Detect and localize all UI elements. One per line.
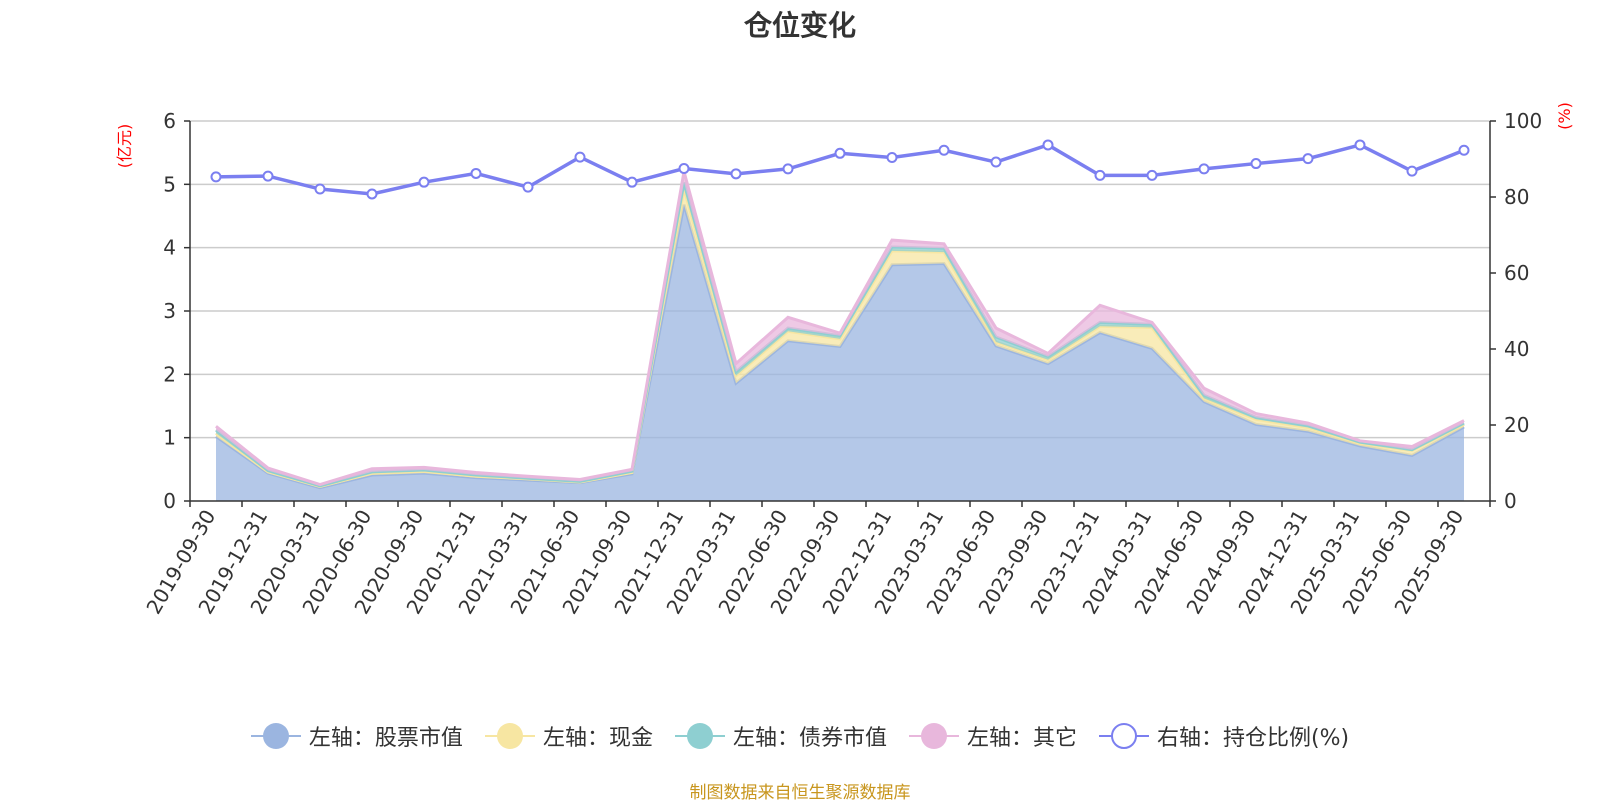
left-axis-tick-label: 6 <box>163 109 176 133</box>
ratio-point <box>522 181 534 193</box>
chart-plot: 01234560204060801002019-09-302019-12-312… <box>115 102 1574 618</box>
left-axis-tick-label: 1 <box>163 426 176 450</box>
left-axis-tick-label: 0 <box>163 489 176 513</box>
source-note: 制图数据来自恒生聚源数据库 <box>689 783 911 803</box>
right-axis-tick-label: 20 <box>1504 413 1529 437</box>
left-axis-tick-label: 3 <box>163 299 176 323</box>
area-edge-左轴：其它 <box>215 171 1465 487</box>
ratio-point <box>1250 158 1262 170</box>
ratio-point <box>574 151 586 163</box>
chart-title: 仓位变化 <box>743 9 856 42</box>
legend-label: 左轴：其它 <box>966 726 1077 751</box>
legend-item[interactable]: 右轴：持仓比例(%) <box>1098 720 1350 752</box>
legend-label: 左轴：股票市值 <box>308 726 463 751</box>
legend-label: 左轴：现金 <box>542 726 653 751</box>
legend-item[interactable]: 左轴：其它 <box>908 720 1077 752</box>
legend-swatch-icon <box>250 723 301 749</box>
legend-item[interactable]: 左轴：现金 <box>484 720 653 752</box>
legend-item[interactable]: 左轴：债券市值 <box>674 720 887 752</box>
legend-label: 左轴：债券市值 <box>732 726 887 751</box>
ratio-point <box>1198 163 1210 175</box>
right-axis-tick-label: 40 <box>1504 337 1529 361</box>
ratio-point <box>1458 144 1470 156</box>
ratio-point <box>990 156 1002 168</box>
ratio-point <box>1302 153 1314 165</box>
stacked-areas <box>215 171 1465 501</box>
ratio-point <box>626 176 638 188</box>
ratio-point <box>262 170 274 182</box>
ratio-point <box>418 176 430 188</box>
left-axis-unit: (亿元) <box>115 124 134 169</box>
legend-swatch-icon <box>484 723 535 749</box>
legend-item[interactable]: 左轴：股票市值 <box>250 720 463 752</box>
ratio-point <box>938 144 950 156</box>
legend-label: 右轴：持仓比例(%) <box>1156 726 1350 751</box>
ratio-point <box>366 188 378 200</box>
right-axis-unit: (%) <box>1555 102 1574 130</box>
area-左轴：股票市值 <box>216 204 1464 501</box>
legend-swatch-icon <box>674 723 725 749</box>
ratio-point <box>1094 169 1106 181</box>
ratio-point <box>210 171 222 183</box>
right-axis-tick-label: 80 <box>1504 185 1529 209</box>
ratio-point <box>1406 165 1418 177</box>
ratio-point <box>314 183 326 195</box>
left-axis-tick-label: 2 <box>163 362 176 386</box>
legend: 左轴：股票市值 左轴：现金 左轴：债券市值 左轴：其它 右轴：持仓比例(%) <box>0 720 1600 752</box>
ratio-point <box>1042 139 1054 151</box>
left-axis-tick-label: 4 <box>163 236 176 260</box>
right-axis-tick-label: 100 <box>1504 109 1542 133</box>
right-axis-tick-label: 0 <box>1504 489 1517 513</box>
legend-swatch-icon <box>908 723 959 749</box>
ratio-point <box>470 167 482 179</box>
right-axis-tick-label: 60 <box>1504 261 1529 285</box>
ratio-point <box>1354 139 1366 151</box>
ratio-point <box>834 147 846 159</box>
ratio-point <box>886 151 898 163</box>
ratio-point <box>730 168 742 180</box>
ratio-point <box>1146 169 1158 181</box>
ratio-point <box>782 163 794 175</box>
legend-swatch-icon <box>1098 723 1149 749</box>
ratio-point <box>678 163 690 174</box>
ratio-line <box>210 139 1470 200</box>
left-axis-tick-label: 5 <box>163 172 176 196</box>
